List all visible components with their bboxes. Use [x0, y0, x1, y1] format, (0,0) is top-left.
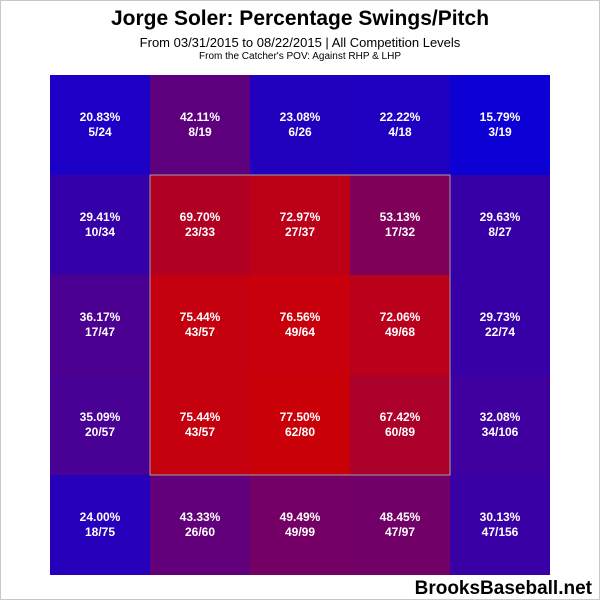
- cell-count-label: 4/18: [388, 125, 412, 139]
- heatmap-cell-r4-c0: [50, 475, 150, 575]
- chart-note: From the Catcher's POV: Against RHP & LH…: [199, 51, 401, 62]
- cell-count-label: 49/99: [285, 525, 315, 539]
- cell-percent-label: 49.49%: [280, 510, 321, 524]
- cell-percent-label: 29.63%: [480, 210, 521, 224]
- cell-percent-label: 75.44%: [180, 310, 221, 324]
- cell-count-label: 47/156: [482, 525, 519, 539]
- cell-percent-label: 32.08%: [480, 410, 521, 424]
- cell-percent-label: 30.13%: [480, 510, 521, 524]
- heatmap-cell-r0-c2: [250, 75, 350, 175]
- cell-count-label: 43/57: [185, 425, 215, 439]
- cell-count-label: 3/19: [488, 125, 512, 139]
- cell-count-label: 8/27: [488, 225, 512, 239]
- chart-subtitle: From 03/31/2015 to 08/22/2015 | All Comp…: [139, 35, 461, 50]
- heatmap-cell-r1-c1: [150, 175, 250, 275]
- cell-count-label: 49/68: [385, 325, 415, 339]
- cell-count-label: 47/97: [385, 525, 415, 539]
- cell-percent-label: 48.45%: [380, 510, 421, 524]
- heatmap-cell-r1-c4: [450, 175, 550, 275]
- heatmap-cell-r2-c4: [450, 275, 550, 375]
- cell-percent-label: 75.44%: [180, 410, 221, 424]
- heatmap-cell-r0-c1: [150, 75, 250, 175]
- heatmap-cell-r2-c2: [250, 275, 350, 375]
- cell-percent-label: 15.79%: [480, 110, 521, 124]
- chart-title: Jorge Soler: Percentage Swings/Pitch: [110, 7, 490, 30]
- heatmap-cell-r1-c0: [50, 175, 150, 275]
- cell-count-label: 17/32: [385, 225, 415, 239]
- heatmap-cell-r2-c1: [150, 275, 250, 375]
- cell-count-label: 34/106: [482, 425, 519, 439]
- strike-zone-border: [149, 174, 451, 476]
- heatmap-cell-r0-c4: [450, 75, 550, 175]
- watermark-logo: BrooksBaseball.net: [414, 578, 592, 599]
- heatmap-cell-r3-c1: [150, 375, 250, 475]
- cell-count-label: 18/75: [85, 525, 115, 539]
- cell-count-label: 6/26: [288, 125, 312, 139]
- cell-percent-label: 42.11%: [180, 110, 220, 124]
- cell-count-label: 10/34: [85, 225, 115, 239]
- cell-percent-label: 43.33%: [180, 510, 221, 524]
- heatmap-cell-r1-c2: [250, 175, 350, 275]
- cell-count-label: 27/37: [285, 225, 315, 239]
- cell-count-label: 62/80: [285, 425, 315, 439]
- cell-percent-label: 29.41%: [80, 210, 121, 224]
- cell-percent-label: 23.08%: [280, 110, 321, 124]
- heatmap-cell-r3-c2: [250, 375, 350, 475]
- cell-percent-label: 67.42%: [380, 410, 421, 424]
- cell-count-label: 23/33: [185, 225, 215, 239]
- heatmap-cell-r4-c1: [150, 475, 250, 575]
- heatmap-cell-r3-c4: [450, 375, 550, 475]
- cell-count-label: 20/57: [85, 425, 115, 439]
- cell-percent-label: 36.17%: [80, 310, 121, 324]
- cell-count-label: 43/57: [185, 325, 215, 339]
- cell-count-label: 8/19: [188, 125, 212, 139]
- cell-percent-label: 22.22%: [380, 110, 421, 124]
- cell-count-label: 22/74: [485, 325, 515, 339]
- heatmap-cell-r4-c2: [250, 475, 350, 575]
- cell-count-label: 60/89: [385, 425, 415, 439]
- cell-count-label: 49/64: [285, 325, 315, 339]
- cell-percent-label: 77.50%: [280, 410, 321, 424]
- heatmap-cell-r2-c3: [350, 275, 450, 375]
- heatmap-cell-r4-c3: [350, 475, 450, 575]
- cell-percent-label: 29.73%: [480, 310, 521, 324]
- cell-count-label: 17/47: [85, 325, 115, 339]
- cell-percent-label: 53.13%: [380, 210, 421, 224]
- cell-percent-label: 69.70%: [180, 210, 221, 224]
- cell-count-label: 26/60: [185, 525, 215, 539]
- heatmap-cell-r3-c3: [350, 375, 450, 475]
- heatmap-cell-r2-c0: [50, 275, 150, 375]
- cell-percent-label: 76.56%: [280, 310, 321, 324]
- cell-percent-label: 20.83%: [80, 110, 121, 124]
- heatmap-cell-r1-c3: [350, 175, 450, 275]
- cell-percent-label: 72.06%: [380, 310, 421, 324]
- cell-percent-label: 35.09%: [80, 410, 121, 424]
- cell-percent-label: 24.00%: [80, 510, 121, 524]
- cell-percent-label: 72.97%: [280, 210, 321, 224]
- heatmap-cell-r4-c4: [450, 475, 550, 575]
- heatmap-cell-r0-c0: [50, 75, 150, 175]
- cell-count-label: 5/24: [88, 125, 112, 139]
- heatmap-cell-r0-c3: [350, 75, 450, 175]
- heatmap-cell-r3-c0: [50, 375, 150, 475]
